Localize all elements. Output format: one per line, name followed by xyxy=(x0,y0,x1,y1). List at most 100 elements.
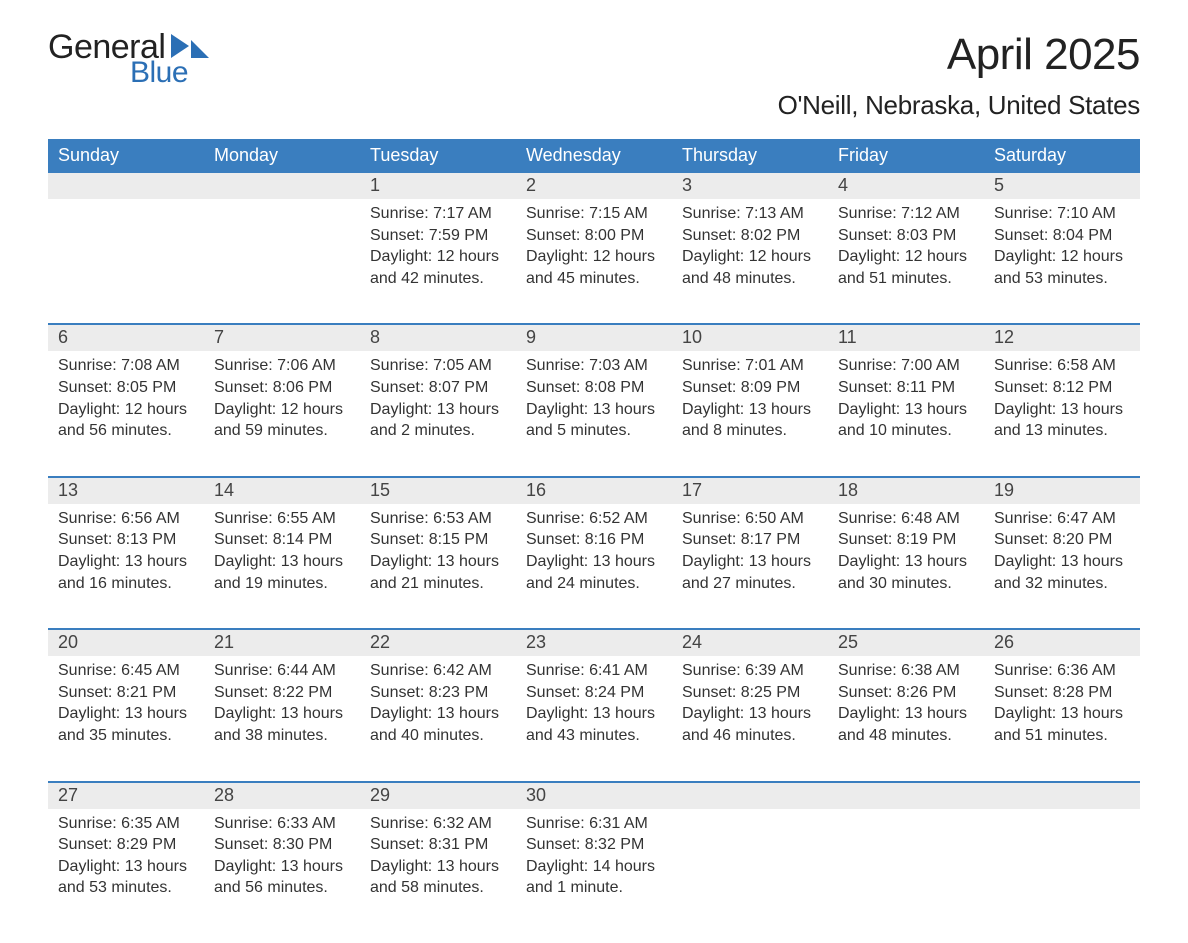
daylight-text: Daylight: 12 hours and 56 minutes. xyxy=(58,399,194,442)
daylight-text: Daylight: 12 hours and 59 minutes. xyxy=(214,399,350,442)
day-content xyxy=(828,809,984,903)
day-number: 27 xyxy=(48,783,204,809)
sunrise-text: Sunrise: 6:39 AM xyxy=(682,660,818,682)
daylight-text: Daylight: 13 hours and 38 minutes. xyxy=(214,703,350,746)
sunset-text: Sunset: 8:07 PM xyxy=(370,377,506,399)
title-block: April 2025 O'Neill, Nebraska, United Sta… xyxy=(778,30,1140,135)
sunrise-text: Sunrise: 7:01 AM xyxy=(682,355,818,377)
day-number: 30 xyxy=(516,783,672,809)
sunrise-text: Sunrise: 7:15 AM xyxy=(526,203,662,225)
sunset-text: Sunset: 8:11 PM xyxy=(838,377,974,399)
day-content: Sunrise: 6:35 AMSunset: 8:29 PMDaylight:… xyxy=(48,809,204,903)
sunset-text: Sunset: 8:02 PM xyxy=(682,225,818,247)
daylight-text: Daylight: 12 hours and 51 minutes. xyxy=(838,246,974,289)
day-number: 13 xyxy=(48,478,204,504)
daylight-text: Daylight: 13 hours and 5 minutes. xyxy=(526,399,662,442)
sunset-text: Sunset: 7:59 PM xyxy=(370,225,506,247)
daylight-text: Daylight: 13 hours and 51 minutes. xyxy=(994,703,1130,746)
day-number: 15 xyxy=(360,478,516,504)
sunset-text: Sunset: 8:23 PM xyxy=(370,682,506,704)
daylight-text: Daylight: 13 hours and 43 minutes. xyxy=(526,703,662,746)
sunset-text: Sunset: 8:29 PM xyxy=(58,834,194,856)
sunrise-text: Sunrise: 6:53 AM xyxy=(370,508,506,530)
day-content: Sunrise: 7:12 AMSunset: 8:03 PMDaylight:… xyxy=(828,199,984,293)
daylight-text: Daylight: 13 hours and 32 minutes. xyxy=(994,551,1130,594)
daylight-text: Daylight: 13 hours and 58 minutes. xyxy=(370,856,506,899)
day-header-tuesday: Tuesday xyxy=(360,139,516,173)
sunset-text: Sunset: 8:13 PM xyxy=(58,529,194,551)
day-content: Sunrise: 6:52 AMSunset: 8:16 PMDaylight:… xyxy=(516,504,672,598)
day-content: Sunrise: 7:15 AMSunset: 8:00 PMDaylight:… xyxy=(516,199,672,293)
sunset-text: Sunset: 8:16 PM xyxy=(526,529,662,551)
week-row: 6789101112Sunrise: 7:08 AMSunset: 8:05 P… xyxy=(48,323,1140,445)
day-header-saturday: Saturday xyxy=(984,139,1140,173)
day-number xyxy=(204,173,360,199)
day-header-sunday: Sunday xyxy=(48,139,204,173)
day-number: 28 xyxy=(204,783,360,809)
sunrise-text: Sunrise: 6:32 AM xyxy=(370,813,506,835)
daylight-text: Daylight: 12 hours and 53 minutes. xyxy=(994,246,1130,289)
day-number: 18 xyxy=(828,478,984,504)
sunset-text: Sunset: 8:21 PM xyxy=(58,682,194,704)
day-number: 12 xyxy=(984,325,1140,351)
sunset-text: Sunset: 8:09 PM xyxy=(682,377,818,399)
sunset-text: Sunset: 8:00 PM xyxy=(526,225,662,247)
sunset-text: Sunset: 8:19 PM xyxy=(838,529,974,551)
sunset-text: Sunset: 8:31 PM xyxy=(370,834,506,856)
sunrise-text: Sunrise: 6:33 AM xyxy=(214,813,350,835)
day-number: 10 xyxy=(672,325,828,351)
day-number: 24 xyxy=(672,630,828,656)
day-content: Sunrise: 7:13 AMSunset: 8:02 PMDaylight:… xyxy=(672,199,828,293)
day-content xyxy=(204,199,360,293)
day-content: Sunrise: 6:45 AMSunset: 8:21 PMDaylight:… xyxy=(48,656,204,750)
day-number xyxy=(672,783,828,809)
day-content: Sunrise: 6:36 AMSunset: 8:28 PMDaylight:… xyxy=(984,656,1140,750)
daylight-text: Daylight: 13 hours and 56 minutes. xyxy=(214,856,350,899)
sunrise-text: Sunrise: 6:47 AM xyxy=(994,508,1130,530)
day-number: 1 xyxy=(360,173,516,199)
daylight-text: Daylight: 13 hours and 13 minutes. xyxy=(994,399,1130,442)
daylight-text: Daylight: 13 hours and 2 minutes. xyxy=(370,399,506,442)
daylight-text: Daylight: 13 hours and 8 minutes. xyxy=(682,399,818,442)
sunset-text: Sunset: 8:03 PM xyxy=(838,225,974,247)
weeks-container: 12345Sunrise: 7:17 AMSunset: 7:59 PMDayl… xyxy=(48,173,1140,903)
day-content: Sunrise: 6:33 AMSunset: 8:30 PMDaylight:… xyxy=(204,809,360,903)
day-number: 21 xyxy=(204,630,360,656)
day-content: Sunrise: 6:38 AMSunset: 8:26 PMDaylight:… xyxy=(828,656,984,750)
day-content: Sunrise: 6:39 AMSunset: 8:25 PMDaylight:… xyxy=(672,656,828,750)
calendar: Sunday Monday Tuesday Wednesday Thursday… xyxy=(48,139,1140,903)
sunset-text: Sunset: 8:14 PM xyxy=(214,529,350,551)
sunset-text: Sunset: 8:24 PM xyxy=(526,682,662,704)
day-number: 17 xyxy=(672,478,828,504)
week-row: 13141516171819Sunrise: 6:56 AMSunset: 8:… xyxy=(48,476,1140,598)
sunset-text: Sunset: 8:05 PM xyxy=(58,377,194,399)
day-number: 22 xyxy=(360,630,516,656)
day-content: Sunrise: 7:10 AMSunset: 8:04 PMDaylight:… xyxy=(984,199,1140,293)
sunrise-text: Sunrise: 7:06 AM xyxy=(214,355,350,377)
day-content: Sunrise: 7:00 AMSunset: 8:11 PMDaylight:… xyxy=(828,351,984,445)
daylight-text: Daylight: 13 hours and 40 minutes. xyxy=(370,703,506,746)
sunset-text: Sunset: 8:08 PM xyxy=(526,377,662,399)
daylight-text: Daylight: 13 hours and 53 minutes. xyxy=(58,856,194,899)
sunrise-text: Sunrise: 7:00 AM xyxy=(838,355,974,377)
daylight-text: Daylight: 12 hours and 45 minutes. xyxy=(526,246,662,289)
sunrise-text: Sunrise: 6:36 AM xyxy=(994,660,1130,682)
sunset-text: Sunset: 8:28 PM xyxy=(994,682,1130,704)
sunrise-text: Sunrise: 7:08 AM xyxy=(58,355,194,377)
sunrise-text: Sunrise: 6:48 AM xyxy=(838,508,974,530)
sunset-text: Sunset: 8:32 PM xyxy=(526,834,662,856)
sunrise-text: Sunrise: 6:50 AM xyxy=(682,508,818,530)
day-number: 4 xyxy=(828,173,984,199)
daylight-text: Daylight: 13 hours and 21 minutes. xyxy=(370,551,506,594)
sunrise-text: Sunrise: 6:41 AM xyxy=(526,660,662,682)
day-number: 9 xyxy=(516,325,672,351)
daylight-text: Daylight: 14 hours and 1 minute. xyxy=(526,856,662,899)
day-header-friday: Friday xyxy=(828,139,984,173)
day-content: Sunrise: 6:53 AMSunset: 8:15 PMDaylight:… xyxy=(360,504,516,598)
daylight-text: Daylight: 12 hours and 42 minutes. xyxy=(370,246,506,289)
day-number: 6 xyxy=(48,325,204,351)
day-content: Sunrise: 6:56 AMSunset: 8:13 PMDaylight:… xyxy=(48,504,204,598)
day-number: 7 xyxy=(204,325,360,351)
sunrise-text: Sunrise: 6:56 AM xyxy=(58,508,194,530)
daylight-text: Daylight: 13 hours and 27 minutes. xyxy=(682,551,818,594)
